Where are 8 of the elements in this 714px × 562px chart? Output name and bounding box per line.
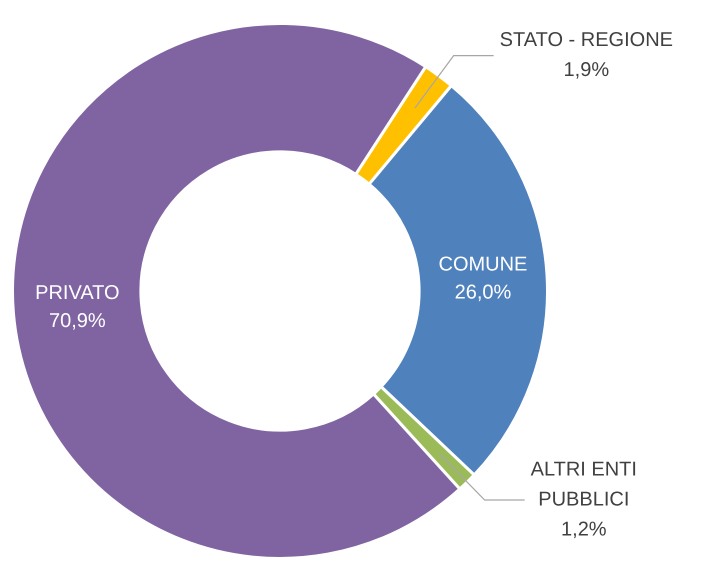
slice-label: COMUNE	[438, 254, 528, 276]
slice-label: STATO - REGIONE	[500, 29, 674, 52]
data-label: 1,9%	[564, 59, 610, 82]
slice-label: PRIVATO	[35, 282, 120, 304]
data-label: 26,0%	[454, 282, 512, 304]
data-label: 1,2%	[561, 518, 607, 540]
data-label: 70,9%	[49, 310, 106, 332]
slice-label: ALTRI ENTI PUBBLICI	[530, 458, 637, 510]
